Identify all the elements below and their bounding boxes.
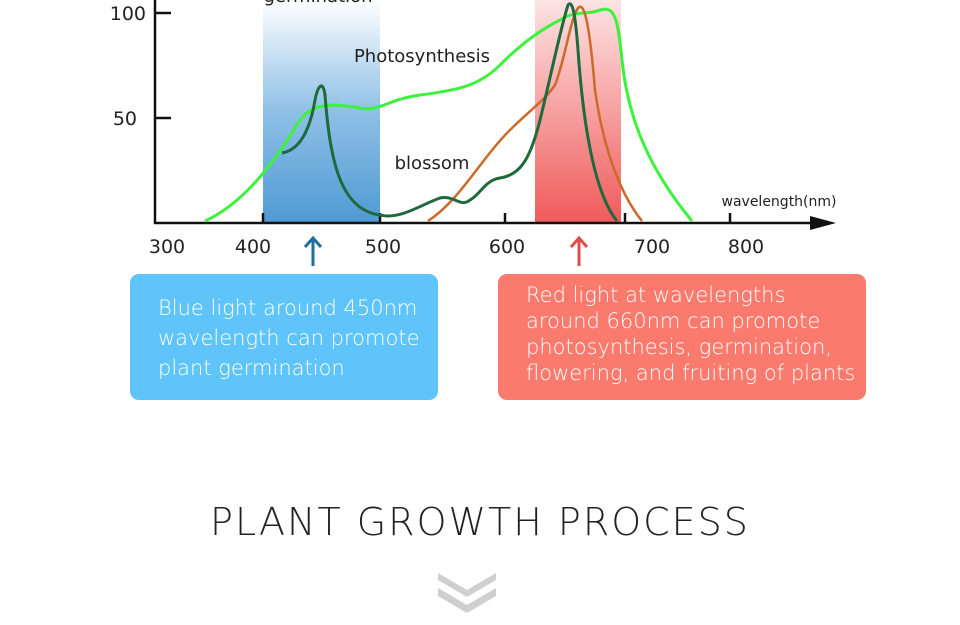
- chevrons: [438, 573, 496, 613]
- curve-label: Photosynthesis: [354, 46, 490, 67]
- blossom-curve: [281, 2, 619, 222]
- note-line: flowering, and fruiting of plants: [526, 361, 855, 385]
- note-line: Blue light around 450nm: [158, 296, 417, 320]
- y-tick-label: 50: [113, 108, 137, 130]
- x-tick-label: 800: [728, 236, 764, 258]
- note-line: around 660nm can promote: [526, 309, 820, 333]
- x-axis-label: wavelength(nm): [722, 194, 837, 210]
- note-line: Red light at wavelengths: [526, 283, 785, 307]
- curve-label: germination: [263, 0, 372, 7]
- blue-band: [263, 0, 380, 223]
- note-box: [498, 274, 866, 400]
- note-line: wavelength can promote: [158, 326, 420, 350]
- blue-arrow: [303, 235, 323, 266]
- x-tick-label: 300: [149, 236, 185, 258]
- x-tick-label: 400: [235, 236, 271, 258]
- red-arrow: [569, 235, 589, 266]
- note-line: photosynthesis, germination,: [526, 335, 832, 359]
- axis-arrow: [810, 216, 836, 230]
- orange-curve: [427, 5, 643, 223]
- note-box: [130, 274, 438, 400]
- photosynthesis-curve: [204, 7, 694, 223]
- x-tick-label: 600: [489, 236, 525, 258]
- section-title: PLANT GROWTH PROCESS: [210, 500, 750, 544]
- x-tick-label: 500: [365, 236, 401, 258]
- curve-label: blossom: [395, 153, 470, 174]
- axes: [153, 0, 815, 225]
- note-line: plant germination: [158, 356, 345, 380]
- y-tick-label: 100: [110, 3, 146, 25]
- x-tick-label: 700: [634, 236, 670, 258]
